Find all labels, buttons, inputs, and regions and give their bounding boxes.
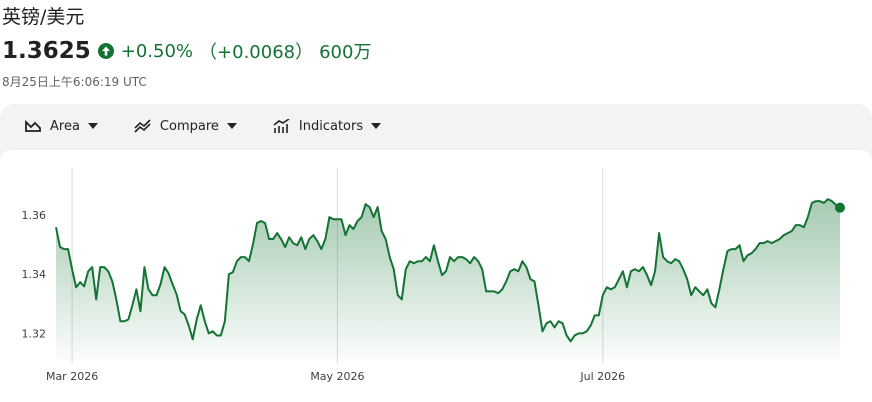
compare-label: Compare xyxy=(159,118,219,134)
area-fill xyxy=(56,199,840,360)
last-point xyxy=(835,202,845,213)
indicators-button[interactable]: Indicators xyxy=(273,118,382,134)
y-tick-label: 1.36 xyxy=(22,209,47,222)
x-tick-label: Jul 2026 xyxy=(579,370,625,383)
up-icon xyxy=(97,43,114,59)
area-icon xyxy=(25,119,41,132)
volume: 600万 xyxy=(319,42,372,63)
y-tick-label: 1.32 xyxy=(22,327,47,340)
compare-button[interactable]: Compare xyxy=(134,119,237,134)
compare-icon xyxy=(134,119,151,133)
indicators-icon xyxy=(273,119,290,133)
change-value: （+0.0068） xyxy=(199,42,314,63)
toolbar: Area Compare Indicators xyxy=(0,104,393,148)
area-label: Area xyxy=(50,118,80,134)
change-percent: +0.50% xyxy=(120,40,194,62)
x-tick-label: Mar 2026 xyxy=(46,370,98,383)
area-button[interactable]: Area xyxy=(24,119,98,134)
price-row: 1.3625 +0.50% （+0.0068） 600万 xyxy=(2,38,371,64)
indicators-label: Indicators xyxy=(298,118,364,134)
timestamp: 8月25日上午6:06:19 UTC xyxy=(2,75,147,89)
price: 1.3625 xyxy=(2,38,91,64)
price-line xyxy=(55,198,841,343)
caret xyxy=(226,123,237,129)
caret xyxy=(87,123,98,129)
caret xyxy=(371,123,382,129)
pair-title: 英镑/美元 xyxy=(2,6,85,28)
y-tick-label: 1.34 xyxy=(22,268,47,281)
x-tick-label: May 2026 xyxy=(310,370,364,383)
